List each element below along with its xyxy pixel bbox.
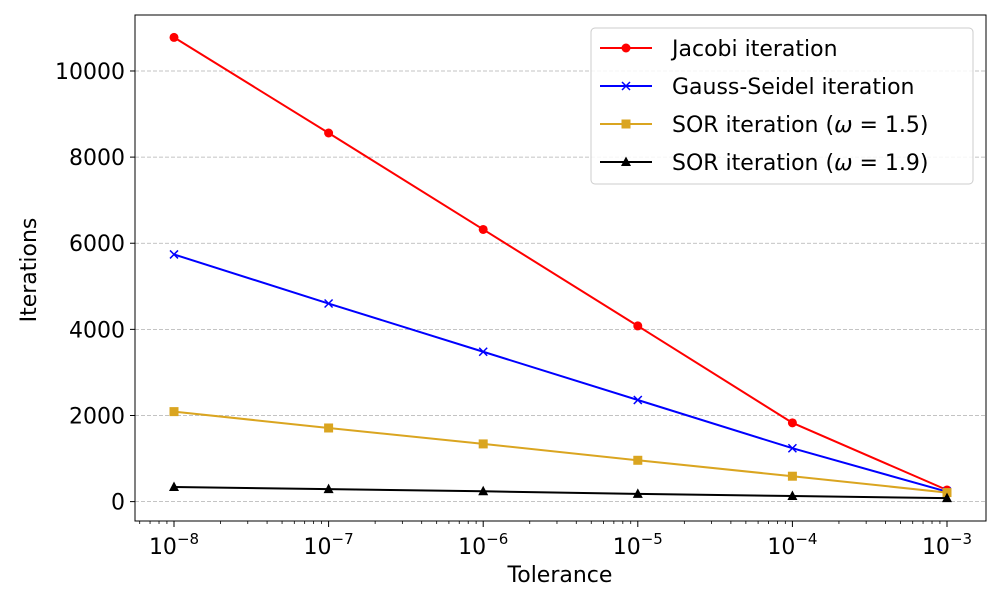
x-tick-label-exponent: −7: [332, 530, 354, 548]
x-tick-label-exponent: −8: [177, 530, 199, 548]
x-tick-label-base: 10: [767, 535, 795, 560]
x-tick-label: 10−5: [613, 530, 663, 560]
data-point: [478, 347, 488, 357]
legend-box: [590, 27, 974, 185]
x-tick-label-base: 10: [304, 535, 332, 560]
series-sor-iteration-1-9: [169, 481, 952, 503]
legend-label: SOR iteration (ω = 1.9): [672, 151, 929, 176]
y-tick-label: 4000: [69, 318, 125, 343]
x-axis: 10−8 10−7 10−6 10−5 10−4 10−3: [139, 521, 972, 560]
data-point: [787, 490, 798, 501]
data-point: [169, 249, 179, 259]
marker-stroke: [633, 395, 643, 405]
legend-marker: [621, 43, 631, 53]
legend-label-text: Gauss-Seidel iteration: [672, 75, 915, 100]
x-tick-label-exponent: −6: [486, 530, 508, 548]
data-point: [942, 488, 952, 498]
legend-label-text: SOR iteration (: [672, 113, 834, 138]
data-point: [324, 423, 334, 433]
x-tick-label: 10−8: [149, 530, 199, 560]
y-tick-label: 10000: [55, 60, 125, 85]
data-point: [324, 298, 334, 309]
x-tick-label-base: 10: [458, 535, 486, 560]
y-tick-label: 6000: [69, 232, 125, 257]
series-layer: [169, 32, 952, 503]
legend-marker: [621, 81, 631, 91]
legend-entry: SOR iteration (ω = 1.5): [600, 113, 929, 138]
x-tick-label-exponent: −5: [641, 530, 663, 548]
series-line: [173, 36, 948, 491]
marker-stroke: [324, 298, 334, 309]
legend-label-text: Jacobi iteration: [670, 37, 838, 62]
data-point: [478, 439, 488, 449]
data-point: [942, 492, 952, 503]
series-line: [173, 410, 948, 494]
legend-entry: Gauss-Seidel iteration: [600, 75, 915, 100]
legend-label-rest: = 1.9): [853, 151, 929, 176]
data-point: [787, 418, 797, 428]
x-tick-label: 10−7: [304, 530, 354, 560]
legend-label: SOR iteration (ω = 1.5): [672, 113, 929, 138]
legend-label-omega: ω: [834, 151, 852, 176]
series-line: [173, 485, 948, 500]
data-point: [632, 488, 643, 498]
legend-entry: SOR iteration (ω = 1.9): [600, 151, 929, 176]
data-point: [169, 481, 179, 491]
x-tick-label-base: 10: [613, 535, 641, 560]
series-line: [173, 253, 948, 493]
series-gauss-seidel-iteration: [169, 249, 952, 497]
legend-label-rest: = 1.5): [853, 113, 929, 138]
data-point: [169, 32, 179, 42]
legend-label-text: SOR iteration (: [672, 151, 834, 176]
plot-frame: [134, 14, 987, 522]
x-axis-label: Tolerance: [507, 563, 613, 588]
data-point: [787, 471, 797, 481]
x-tick-label: 10−4: [767, 530, 817, 560]
legend-marker: [621, 119, 631, 129]
marker-stroke: [478, 347, 488, 357]
data-point: [478, 485, 489, 496]
x-tick-label-exponent: −4: [795, 530, 817, 548]
data-point: [323, 483, 334, 494]
data-point: [324, 128, 334, 138]
data-point: [787, 443, 797, 453]
marker-stroke: [169, 249, 179, 259]
data-point: [633, 395, 643, 405]
y-tick-label: 0: [111, 491, 125, 516]
data-point: [169, 407, 179, 417]
y-axis-label: Iterations: [17, 218, 42, 323]
marker-stroke: [621, 81, 631, 91]
x-tick-label: 10−6: [458, 530, 508, 560]
legend-entry: Jacobi iteration: [600, 37, 838, 62]
data-point: [633, 455, 643, 465]
legend-label: Jacobi iteration: [670, 37, 838, 62]
x-tick-label: 10−3: [922, 530, 972, 560]
legend-marker: [621, 156, 631, 166]
series-sor-iteration-1-5: [169, 407, 952, 498]
legend-label: Gauss-Seidel iteration: [672, 75, 915, 100]
x-tick-label-base: 10: [922, 535, 950, 560]
data-point: [633, 321, 643, 331]
y-tick-label: 8000: [69, 146, 125, 171]
x-tick-label-exponent: −3: [950, 530, 972, 548]
x-tick-label-base: 10: [149, 535, 177, 560]
y-tick-label: 2000: [69, 404, 125, 429]
legend-label-omega: ω: [834, 113, 852, 138]
data-point: [478, 224, 488, 234]
marker-stroke: [787, 443, 797, 453]
legend: Jacobi iteration Gauss-Seidel iteration SO…: [590, 27, 974, 185]
y-axis: 0 2000 4000 6000 8000 10000: [55, 60, 135, 516]
